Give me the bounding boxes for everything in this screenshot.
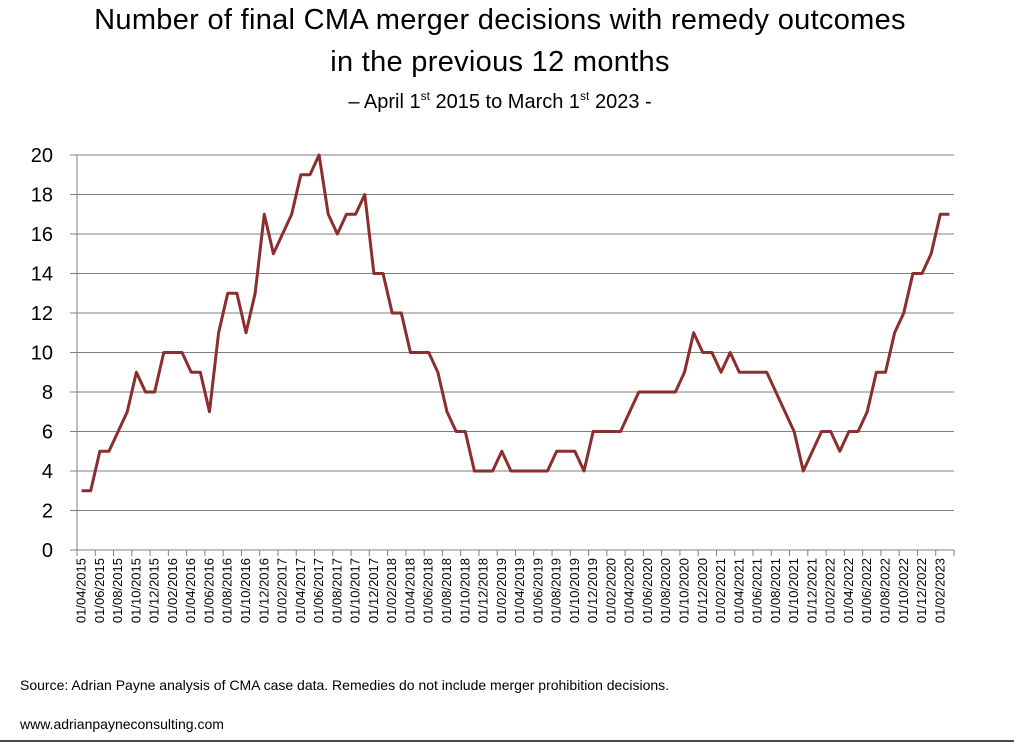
x-tick-label: 01/08/2018 <box>439 558 454 623</box>
x-tick-label: 01/04/2019 <box>512 558 527 623</box>
y-tick-label: 0 <box>42 540 53 562</box>
x-tick-label: 01/12/2018 <box>476 558 491 623</box>
x-tick-label: 01/04/2021 <box>731 558 746 623</box>
x-tick-label: 01/04/2015 <box>74 558 89 623</box>
chart-subtitle: – April 1st 2015 to March 1st 2023 - <box>0 89 1000 114</box>
x-tick-label: 01/08/2022 <box>877 558 892 623</box>
y-tick-label: 8 <box>42 382 53 404</box>
subtitle-prefix: – April 1 <box>348 91 421 113</box>
x-tick-label: 01/08/2016 <box>220 558 235 623</box>
x-tick-label: 01/02/2021 <box>713 558 728 623</box>
x-tick-label: 01/08/2019 <box>549 558 564 623</box>
gridlines <box>77 154 954 511</box>
y-tick-label: 20 <box>31 145 53 167</box>
x-tick-label: 01/12/2015 <box>147 558 162 623</box>
x-tick-label: 01/06/2019 <box>530 558 545 623</box>
y-tick-label: 4 <box>42 461 53 483</box>
x-tick-label: 01/02/2022 <box>823 558 838 623</box>
subtitle-suffix: 2023 - <box>589 91 652 113</box>
series-remedy-decisions <box>81 153 950 493</box>
x-tick-label: 01/06/2022 <box>859 558 874 623</box>
x-tick-label: 01/12/2016 <box>256 558 271 623</box>
x-tick-label: 01/02/2020 <box>603 558 618 623</box>
x-tick-label: 01/10/2021 <box>786 558 801 623</box>
source-note: Source: Adrian Payne analysis of CMA cas… <box>20 677 670 693</box>
x-tick-label: 01/04/2018 <box>402 558 417 623</box>
x-tick-label: 01/02/2016 <box>165 558 180 623</box>
x-axis: 01/04/2015 01/06/2015 01/08/2015 01/10/2015… <box>74 549 955 623</box>
x-tick-label: 01/10/2017 <box>348 558 363 623</box>
x-tick-label: 01/10/2019 <box>567 558 582 623</box>
x-tick-label: 01/10/2020 <box>677 558 692 623</box>
x-tick-label: 01/06/2015 <box>92 558 107 623</box>
x-tick-label: 01/04/2017 <box>293 558 308 623</box>
x-tick-label: 01/08/2017 <box>329 558 344 623</box>
x-tick-label: 01/06/2018 <box>421 558 436 623</box>
x-tick-label: 01/10/2018 <box>457 558 472 623</box>
subtitle-sup2: st <box>580 89 590 103</box>
chart-title-line2: in the previous 12 months <box>330 46 670 78</box>
x-tick-label: 01/12/2019 <box>585 558 600 623</box>
y-tick-label: 14 <box>31 264 53 286</box>
x-tick-label: 01/06/2017 <box>311 558 326 623</box>
chart-title-line1: Number of final CMA merger decisions wit… <box>94 4 906 36</box>
x-tick-label: 01/04/2022 <box>841 558 856 623</box>
subtitle-sup1: st <box>420 89 430 103</box>
x-tick-label: 01/02/2017 <box>275 558 290 623</box>
x-tick-label: 01/12/2022 <box>914 558 929 623</box>
x-tick-label: 01/02/2018 <box>384 558 399 623</box>
x-tick-label: 01/06/2016 <box>201 558 216 623</box>
x-tick-label: 01/08/2015 <box>110 558 125 623</box>
x-tick-label: 01/10/2022 <box>896 558 911 623</box>
x-tick-label: 01/02/2023 <box>932 558 947 623</box>
x-tick-label: 01/12/2021 <box>804 558 819 623</box>
x-tick-label: 01/06/2020 <box>640 558 655 623</box>
x-tick-label: 01/10/2015 <box>128 558 143 623</box>
y-tick-label: 18 <box>31 185 53 207</box>
y-axis: 0 2 4 6 8 10 12 14 16 18 20 <box>31 145 78 562</box>
y-tick-label: 16 <box>31 224 53 246</box>
y-tick-label: 2 <box>42 501 53 523</box>
x-tick-label: 01/04/2016 <box>183 558 198 623</box>
y-tick-label: 6 <box>42 422 53 444</box>
y-tick-label: 12 <box>31 303 53 325</box>
series-line <box>81 153 950 493</box>
x-tick-label: 01/04/2020 <box>622 558 637 623</box>
x-tick-label: 01/10/2016 <box>238 558 253 623</box>
x-tick-label: 01/06/2021 <box>750 558 765 623</box>
x-tick-label: 01/08/2021 <box>768 558 783 623</box>
bottom-border <box>0 740 1014 742</box>
x-tick-label: 01/08/2020 <box>658 558 673 623</box>
x-tick-label: 01/02/2019 <box>494 558 509 623</box>
y-tick-label: 10 <box>31 343 53 365</box>
x-tick-label: 01/12/2020 <box>695 558 710 623</box>
subtitle-middle: 2015 to March 1 <box>429 91 581 113</box>
website-link[interactable]: www.adrianpayneconsulting.com <box>20 716 224 732</box>
x-tick-label: 01/12/2017 <box>366 558 381 623</box>
